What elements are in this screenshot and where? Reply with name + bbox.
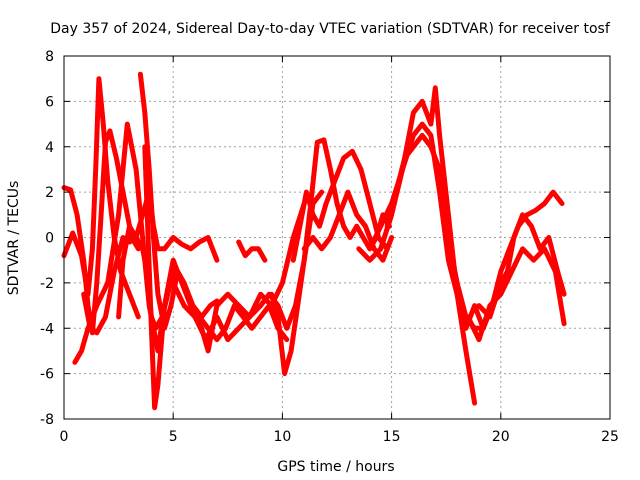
series-arc-7 [142, 144, 290, 411]
chart-title: Day 357 of 2024, Sidereal Day-to-day VTE… [50, 21, 611, 37]
x-tick-label: 10 [273, 429, 291, 445]
y-tick-label: 8 [45, 49, 54, 65]
x-tick-label: 15 [383, 429, 401, 445]
series-arc-12 [290, 148, 390, 263]
series-arc-4 [81, 235, 176, 336]
y-tick-label: 4 [45, 140, 54, 156]
series-arc-10 [236, 239, 268, 263]
x-axis-label: GPS time / hours [277, 459, 394, 475]
x-tick-label: 0 [60, 429, 69, 445]
axis-ticks: 0 5 10 15 20 25 -8 -6 -4 -2 0 2 4 6 8 [40, 49, 619, 445]
x-tick-label: 25 [601, 429, 619, 445]
series-arc-5 [116, 189, 220, 320]
y-tick-label: 2 [45, 185, 54, 201]
y-tick-label: -8 [40, 412, 54, 428]
y-tick-label: 0 [45, 231, 54, 247]
y-axis-label: SDTVAR / TECUs [6, 181, 22, 296]
x-tick-label: 5 [169, 429, 178, 445]
series-arc-18 [476, 212, 567, 320]
x-tick-label: 20 [492, 429, 510, 445]
y-tick-label: 6 [45, 94, 54, 110]
series-arc-17 [465, 246, 567, 343]
y-tick-label: -6 [40, 367, 54, 383]
y-tick-label: -2 [40, 276, 54, 292]
series-arc-1 [61, 128, 141, 336]
data-series [61, 71, 567, 411]
y-tick-label: -4 [40, 321, 54, 337]
